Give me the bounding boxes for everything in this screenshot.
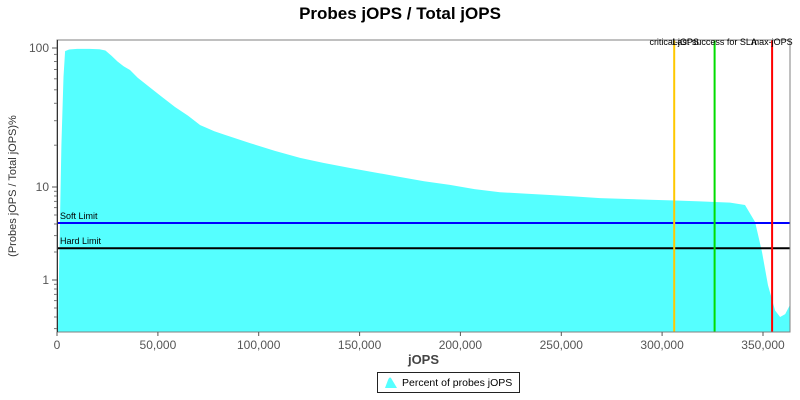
area-series-percent-of-probes-jops xyxy=(58,48,790,333)
marker-label-last-success-for-sla: Last success for SLA xyxy=(672,37,757,47)
y-tick-label-10: 10 xyxy=(36,180,50,194)
y-axis-title: (Probes jOPS / Total jOPS)% xyxy=(7,115,19,257)
x-tick-label-0: 0 xyxy=(54,338,61,352)
legend: Percent of probes jOPS xyxy=(377,372,521,393)
marker-label-max-jops: max-jOPS xyxy=(752,37,793,47)
y-tick-label-100: 100 xyxy=(29,41,49,55)
x-tick-label-50-000: 50,000 xyxy=(140,338,177,352)
x-tick-label-250-000: 250,000 xyxy=(540,338,584,352)
x-tick-label-150-000: 150,000 xyxy=(338,338,382,352)
x-tick-label-100-000: 100,000 xyxy=(237,338,281,352)
x-tick-label-300-000: 300,000 xyxy=(640,338,684,352)
chart-title: Probes jOPS / Total jOPS xyxy=(299,4,501,23)
x-tick-label-200-000: 200,000 xyxy=(439,338,483,352)
legend-label: Percent of probes jOPS xyxy=(402,376,513,389)
area-swatch-shape xyxy=(385,377,397,388)
limit-label-hard-limit: Hard Limit xyxy=(60,236,102,246)
x-tick-label-350-000: 350,000 xyxy=(741,338,785,352)
x-axis-title: jOPS xyxy=(407,352,440,367)
area-series-swatch-icon xyxy=(385,377,397,388)
marker-label-critical-jops: critical-jOPS xyxy=(649,37,699,47)
limit-label-soft-limit: Soft Limit xyxy=(60,211,98,221)
y-tick-label-1: 1 xyxy=(42,273,49,287)
